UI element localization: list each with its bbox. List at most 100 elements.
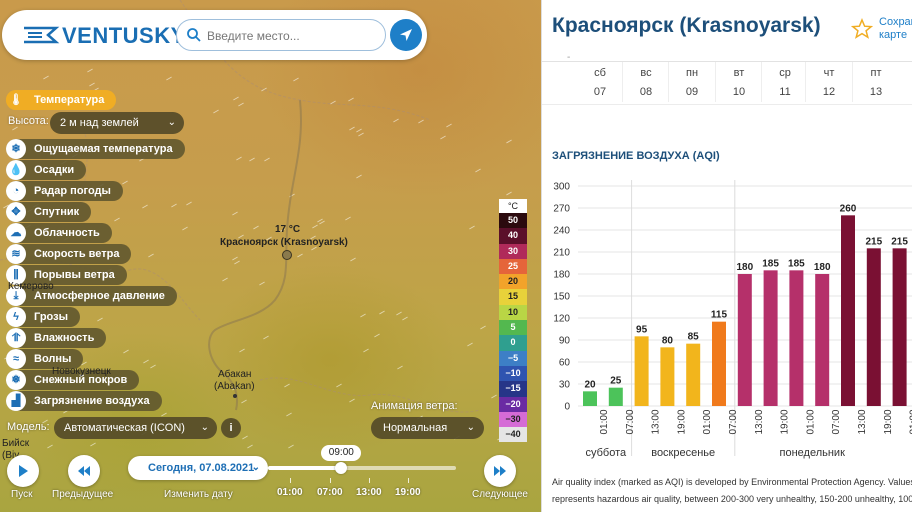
timeline-tick-label[interactable]: 07:00 bbox=[317, 487, 343, 498]
layer-label: Скорость ветра bbox=[34, 248, 120, 260]
layer-item[interactable]: ✥ Спутник bbox=[6, 202, 92, 222]
timeline-handle[interactable] bbox=[335, 462, 348, 474]
legend-swatch: −15 bbox=[499, 381, 527, 397]
timeline-tick-label[interactable]: 01:00 bbox=[277, 487, 303, 498]
previous-button[interactable] bbox=[68, 455, 100, 487]
play-button[interactable] bbox=[7, 455, 39, 487]
layer-item[interactable]: ☁ Облачность bbox=[6, 223, 112, 243]
star-icon[interactable] bbox=[851, 18, 873, 40]
day-separator bbox=[805, 62, 806, 102]
legend-swatch: 30 bbox=[499, 243, 527, 259]
layer-item[interactable]: ▟ Загрязнение воздуха bbox=[6, 391, 162, 411]
y-tick-label: 240 bbox=[553, 226, 570, 237]
day-number[interactable]: 09 bbox=[685, 86, 699, 98]
height-select[interactable]: 2 м над землей ⌄ bbox=[50, 112, 184, 134]
aqi-bar bbox=[608, 387, 623, 406]
save-to-map-link[interactable]: Сохран карте bbox=[879, 16, 912, 42]
navigation-arrow-icon bbox=[400, 29, 412, 41]
timeline-tick-mark bbox=[408, 478, 409, 483]
legend-swatch: −40 bbox=[499, 427, 527, 443]
layer-item[interactable]: ⤓ Атмосферное давление bbox=[6, 286, 177, 306]
next-button[interactable] bbox=[484, 455, 516, 487]
aqi-section-title: ЗАГРЯЗНЕНИЕ ВОЗДУХА (AQI) bbox=[552, 150, 720, 162]
aqi-bar bbox=[737, 274, 752, 406]
layer-item[interactable]: 💧 Осадки bbox=[6, 160, 87, 180]
layer-item[interactable]: ❅ Снежный покров bbox=[6, 370, 140, 390]
city-label[interactable]: Красноярск (Krasnoyarsk) bbox=[220, 237, 348, 248]
locate-button[interactable] bbox=[390, 19, 422, 51]
y-tick-label: 60 bbox=[559, 358, 571, 369]
abakan-label-latin: (Abakan) bbox=[214, 381, 255, 392]
day-separator bbox=[668, 62, 669, 102]
novokuznetsk-label: Новокузнецк bbox=[52, 366, 111, 377]
timeline-tick-label[interactable]: 13:00 bbox=[356, 487, 382, 498]
date-value: Сегодня, 07.08.2021 bbox=[148, 462, 255, 474]
day-name[interactable]: вс bbox=[640, 67, 652, 79]
legend-swatch: 0 bbox=[499, 335, 527, 351]
location-panel: Красноярск (Krasnoyarsk) Сохран карте сб… bbox=[541, 0, 912, 512]
city-marker[interactable] bbox=[282, 250, 292, 260]
y-tick-label: 30 bbox=[559, 380, 571, 391]
abakan-label: Абакан bbox=[218, 369, 252, 380]
wind-animation-select[interactable]: Нормальная ⌄ bbox=[371, 417, 484, 439]
aqi-bar bbox=[815, 274, 830, 406]
layer-label: Влажность bbox=[34, 332, 95, 344]
layer-item[interactable]: ≋ Скорость ветра bbox=[6, 244, 132, 264]
model-select[interactable]: Автоматическая (ICON) ⌄ bbox=[54, 417, 217, 439]
play-icon bbox=[19, 465, 28, 477]
aqi-value-label: 180 bbox=[814, 262, 831, 273]
x-tick-label: 01:00 bbox=[805, 409, 816, 434]
day-number[interactable]: 10 bbox=[732, 86, 746, 98]
y-tick-label: 210 bbox=[553, 248, 570, 259]
layer-item[interactable]: ⥣ Влажность bbox=[6, 328, 107, 348]
timeline-tick-label[interactable]: 19:00 bbox=[395, 487, 421, 498]
timeline-track[interactable] bbox=[268, 466, 456, 470]
legend-swatch: 40 bbox=[499, 228, 527, 244]
day-name[interactable]: пт bbox=[870, 67, 882, 79]
layer-item[interactable]: ❄ Ощущаемая температура bbox=[6, 139, 185, 159]
radar-icon: ◔ bbox=[6, 181, 26, 201]
day-name[interactable]: сб bbox=[594, 67, 606, 79]
y-tick-label: 180 bbox=[553, 270, 570, 281]
y-tick-label: 90 bbox=[559, 336, 571, 347]
factory-icon: ▟ bbox=[6, 391, 26, 411]
model-info-button[interactable]: i bbox=[221, 418, 241, 438]
day-number[interactable]: 11 bbox=[779, 86, 791, 98]
day-name[interactable]: пн bbox=[685, 67, 699, 79]
legend-swatch: −30 bbox=[499, 411, 527, 428]
day-number[interactable]: 07 bbox=[593, 86, 607, 98]
day-number[interactable]: 08 bbox=[639, 86, 653, 98]
day-name[interactable]: ср bbox=[779, 67, 791, 79]
temperature-legend: °C 50 40 30 25 20 15 10 5 0 −5 −10 −15 −20 −30 −40 bbox=[499, 199, 527, 443]
biysk-label-latin: (Biy... bbox=[2, 450, 27, 461]
layer-item[interactable]: ⫼ Порывы ветра bbox=[6, 265, 127, 285]
day-number[interactable]: 12 bbox=[822, 86, 836, 98]
layer-item[interactable]: ϟ Грозы bbox=[6, 307, 80, 327]
top-bar: VENTUSKY bbox=[2, 10, 427, 60]
layer-label: Волны bbox=[34, 353, 72, 365]
date-select[interactable]: Сегодня, 07.08.2021 ⌄ bbox=[128, 456, 268, 480]
thermometer-icon: 🌡 bbox=[6, 90, 26, 110]
rewind-icon bbox=[78, 466, 90, 476]
biysk-label: Бийск bbox=[2, 438, 30, 449]
model-label: Модель: bbox=[7, 421, 50, 433]
layer-label: Ощущаемая температура bbox=[34, 143, 173, 155]
app-logo[interactable]: VENTUSKY bbox=[62, 23, 186, 48]
search-input[interactable] bbox=[207, 26, 377, 46]
legend-swatch: 50 bbox=[499, 213, 527, 229]
y-tick-label: 300 bbox=[553, 182, 570, 193]
layer-item[interactable]: ◔ Радар погоды bbox=[6, 181, 123, 201]
height-label: Высота: bbox=[8, 115, 49, 127]
day-number[interactable]: 13 bbox=[869, 86, 883, 98]
layer-item[interactable]: 🌡 Температура bbox=[6, 90, 117, 110]
search-box[interactable] bbox=[176, 19, 386, 51]
layer-item[interactable]: ≈ Волны bbox=[6, 349, 84, 369]
city-temperature: 17 °C bbox=[275, 224, 301, 235]
weather-map[interactable]: VENTUSKY 🌡 Температура ❄ Ощущаемая температ… bbox=[0, 0, 541, 512]
save-line-2: карте bbox=[879, 29, 908, 41]
gust-icon: ⫼ bbox=[6, 265, 26, 285]
day-name[interactable]: вт bbox=[733, 67, 745, 79]
day-name[interactable]: чт bbox=[823, 67, 835, 79]
pressure-icon: ⤓ bbox=[6, 286, 26, 306]
timeline-fill bbox=[268, 466, 342, 470]
